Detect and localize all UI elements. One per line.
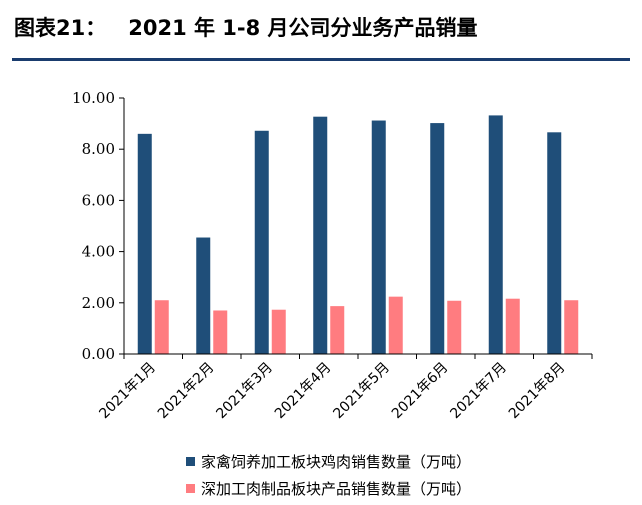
y-tick-label-3: 6.00 [82, 191, 115, 209]
x-tick-label-3: 2021年4月 [272, 360, 335, 423]
x-tick-label-7: 2021年8月 [506, 360, 569, 423]
bar-series-0-7 [547, 132, 562, 354]
legend-label-poultry: 家禽饲养加工板块鸡肉销售数量（万吨） [201, 453, 472, 471]
bar-series-0-5 [430, 123, 445, 354]
x-tick-label-5: 2021年6月 [389, 360, 452, 423]
bar-series-0-6 [488, 115, 503, 355]
legend-item-poultry: 家禽饲养加工板块鸡肉销售数量（万吨） [186, 448, 471, 475]
legend-swatch-poultry [186, 457, 195, 466]
x-tick-label-4: 2021年5月 [330, 360, 393, 423]
bar-series-0-1 [196, 237, 211, 354]
y-tick-label-1: 2.00 [82, 294, 115, 312]
bar-series-1-4 [388, 296, 403, 354]
bar-series-1-6 [505, 298, 520, 354]
x-tick-label-0: 2021年1月 [96, 360, 159, 423]
bar-series-1-3 [330, 306, 345, 354]
bar-chart: 0.002.004.006.008.0010.002021年1月2021年2月2… [72, 89, 593, 423]
bar-series-1-1 [213, 310, 228, 354]
x-tick-label-6: 2021年7月 [447, 360, 510, 423]
figure-title: 2021 年 1-8 月公司分业务产品销量 [128, 16, 478, 40]
legend: 家禽饲养加工板块鸡肉销售数量（万吨） 深加工肉制品板块产品销售数量（万吨） [186, 448, 471, 502]
y-tick-label-0: 0.00 [82, 345, 115, 363]
legend-label-processed: 深加工肉制品板块产品销售数量（万吨） [201, 480, 472, 498]
bar-series-1-0 [154, 300, 169, 354]
legend-swatch-processed [186, 484, 195, 493]
y-tick-label-4: 8.00 [82, 140, 115, 158]
y-tick-label-2: 4.00 [82, 243, 115, 261]
bar-series-0-0 [137, 133, 152, 354]
y-tick-label-5: 10.00 [72, 89, 115, 107]
figure-number: 图表21： [14, 16, 107, 40]
bar-series-1-7 [564, 300, 579, 354]
title-divider [12, 58, 630, 61]
legend-item-processed: 深加工肉制品板块产品销售数量（万吨） [186, 475, 471, 502]
x-tick-label-1: 2021年2月 [155, 360, 218, 423]
x-tick-label-2: 2021年3月 [213, 360, 276, 423]
bar-series-1-2 [271, 309, 286, 354]
chart-title: 图表21： 2021 年 1-8 月公司分业务产品销量 [14, 8, 478, 48]
bar-series-1-5 [447, 300, 462, 354]
bar-series-0-4 [371, 120, 386, 354]
bar-series-0-3 [313, 116, 328, 354]
bar-series-0-2 [254, 130, 269, 354]
